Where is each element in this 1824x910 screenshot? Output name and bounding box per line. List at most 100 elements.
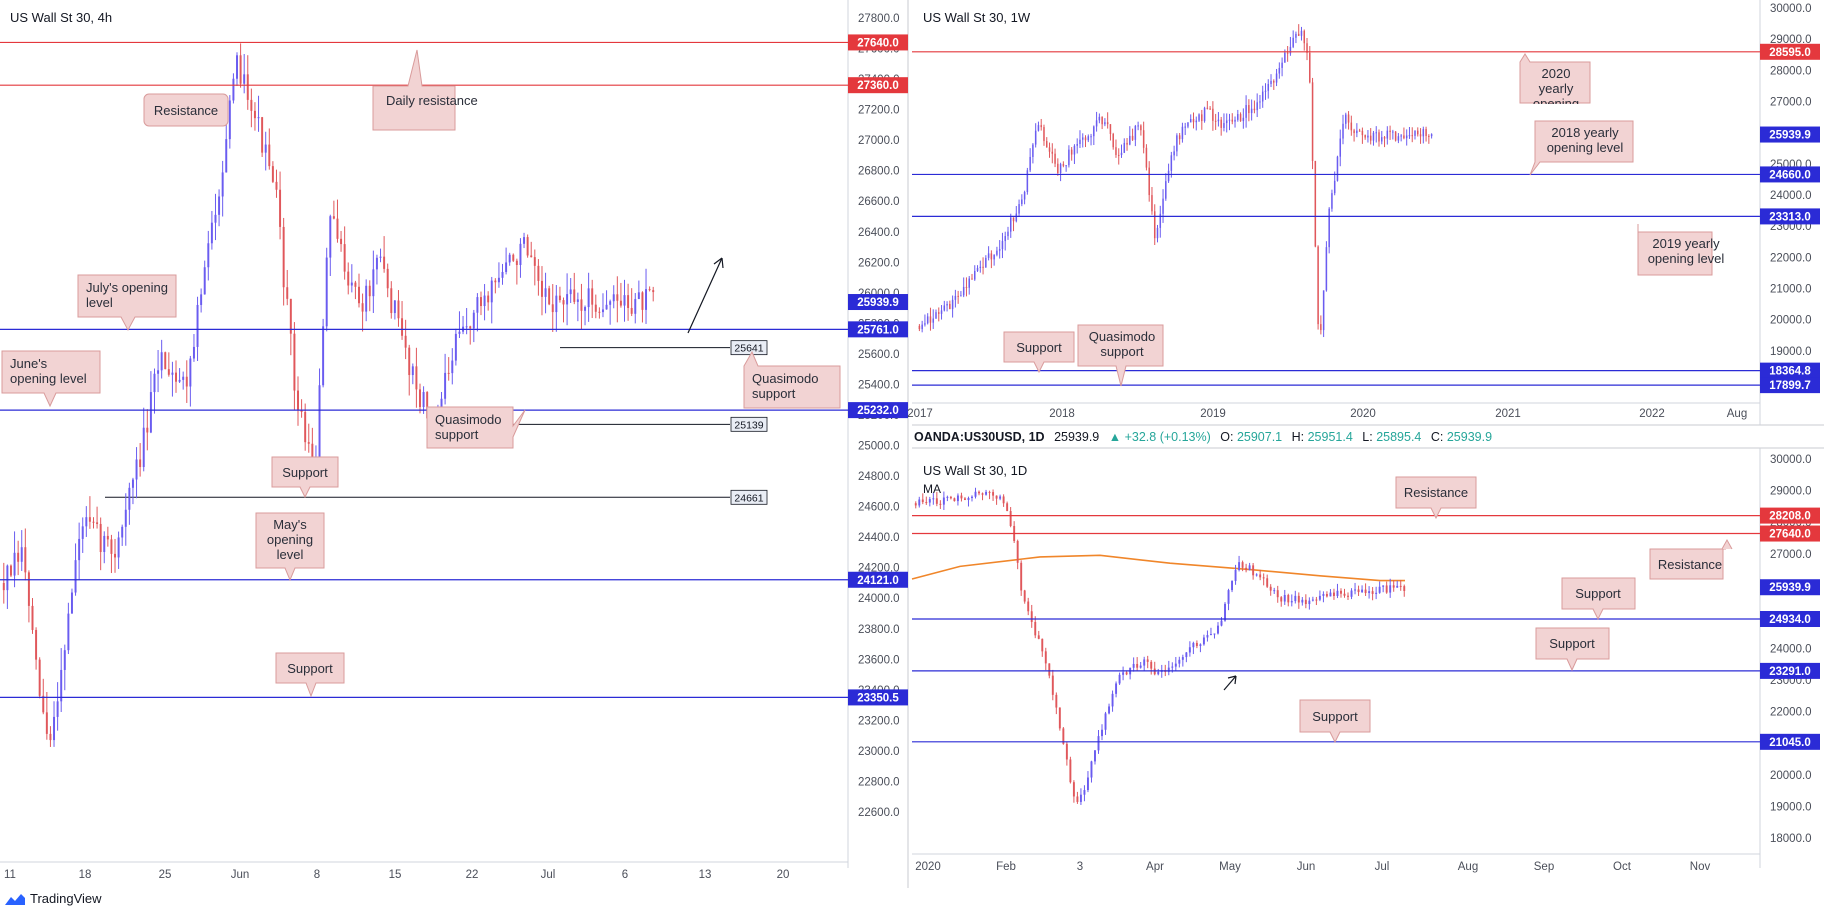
candle-1d[interactable] [1108,703,1111,715]
candle-1w[interactable] [1173,145,1175,161]
candle-1d[interactable] [1231,580,1234,593]
candle-4h[interactable] [372,250,375,314]
candle-1w[interactable] [1209,106,1211,110]
candle-1w[interactable] [1386,126,1389,145]
candle-1d[interactable] [1069,756,1072,784]
candle-1w[interactable] [982,257,984,275]
candle-4h[interactable] [601,293,604,318]
candle-1w[interactable] [1425,126,1427,142]
candle-1w[interactable] [993,254,995,266]
candle-4h[interactable] [60,648,63,713]
candle-1d[interactable] [1079,788,1082,805]
candle-1w[interactable] [1081,133,1084,148]
candle-1w[interactable] [1057,158,1059,176]
candle-1d[interactable] [928,496,931,507]
candle-4h[interactable] [332,200,335,220]
candle-1d[interactable] [1185,652,1188,663]
candle-1w[interactable] [1153,204,1156,245]
candle-1d[interactable] [1234,564,1237,585]
candle-1w[interactable] [1045,137,1048,148]
candle-1w[interactable] [1073,144,1076,164]
candle-1w[interactable] [938,307,940,322]
candle-4h[interactable] [375,254,378,285]
candle-1d[interactable] [1083,785,1086,802]
candle-1d[interactable] [985,489,988,496]
candle-1w[interactable] [1347,111,1350,130]
candle-1w[interactable] [1040,118,1042,131]
candle-1d[interactable] [1111,690,1114,712]
candle-1d[interactable] [1311,596,1314,602]
candle-1w[interactable] [1342,114,1344,145]
candle-1w[interactable] [1070,147,1073,161]
candle-4h[interactable] [648,286,651,292]
candle-1d[interactable] [967,496,970,507]
candle-1d[interactable] [1002,494,1005,507]
candle-1d[interactable] [1361,585,1364,593]
candle-4h[interactable] [307,423,310,453]
candle-1d[interactable] [1072,780,1075,803]
candle-1w[interactable] [1331,189,1333,212]
candle-4h[interactable] [422,386,425,414]
candle-1w[interactable] [1112,132,1114,150]
candle-4h[interactable] [329,214,332,276]
candle-4h[interactable] [117,531,120,569]
candle-1w[interactable] [1303,29,1306,51]
candle-1w[interactable] [1292,30,1294,49]
candle-4h[interactable] [85,506,88,537]
candle-1w[interactable] [1320,315,1322,335]
candle-1w[interactable] [1093,125,1095,146]
candle-1w[interactable] [1336,155,1339,182]
candle-4h[interactable] [390,281,393,319]
candle-4h[interactable] [210,210,213,250]
candle-1d[interactable] [1132,657,1135,672]
candle-1w[interactable] [957,290,959,304]
candle-1d[interactable] [1259,569,1262,581]
candle-4h[interactable] [623,279,626,322]
candle-1w[interactable] [921,320,923,333]
candle-1w[interactable] [1270,74,1272,88]
candle-4h[interactable] [591,279,594,319]
candle-1d[interactable] [1332,588,1335,600]
candle-1d[interactable] [1167,660,1170,676]
candle-1d[interactable] [1378,581,1381,594]
candle-1d[interactable] [1227,588,1230,611]
candle-4h[interactable] [401,301,404,340]
candle-4h[interactable] [451,348,454,385]
candle-1w[interactable] [1322,290,1325,338]
candle-1d[interactable] [1389,578,1392,598]
candle-1w[interactable] [1029,148,1031,173]
candle-4h[interactable] [221,160,224,217]
candle-1w[interactable] [1087,134,1090,143]
candle-4h[interactable] [178,368,181,383]
candle-4h[interactable] [573,272,576,305]
candle-1w[interactable] [1389,125,1391,140]
candle-1w[interactable] [1165,173,1167,201]
candle-1d[interactable] [1315,596,1318,606]
candle-4h[interactable] [149,371,152,434]
candle-4h[interactable] [243,54,246,94]
candle-1d[interactable] [1357,585,1360,596]
candle-4h[interactable] [523,232,526,249]
candle-4h[interactable] [253,102,256,131]
candle-1w[interactable] [1176,133,1178,157]
candle-1w[interactable] [1356,123,1358,138]
candle-4h[interactable] [548,285,551,306]
candle-1d[interactable] [1174,656,1177,672]
candle-1d[interactable] [1382,585,1385,593]
candle-1w[interactable] [1411,127,1413,143]
candle-4h[interactable] [609,299,612,325]
candle-1d[interactable] [988,490,991,500]
candle-4h[interactable] [282,217,285,306]
candle-4h[interactable] [487,291,490,311]
candle-1w[interactable] [1245,95,1247,128]
candle-1d[interactable] [1041,638,1044,657]
candle-1w[interactable] [1062,161,1065,168]
candle-1w[interactable] [1281,57,1283,77]
candle-4h[interactable] [347,262,350,295]
candle-1w[interactable] [1206,100,1209,110]
candle-4h[interactable] [92,517,95,529]
candle-1d[interactable] [1181,654,1184,667]
candle-1w[interactable] [1217,112,1220,127]
candle-1d[interactable] [1150,660,1153,675]
candle-1d[interactable] [1217,622,1219,635]
